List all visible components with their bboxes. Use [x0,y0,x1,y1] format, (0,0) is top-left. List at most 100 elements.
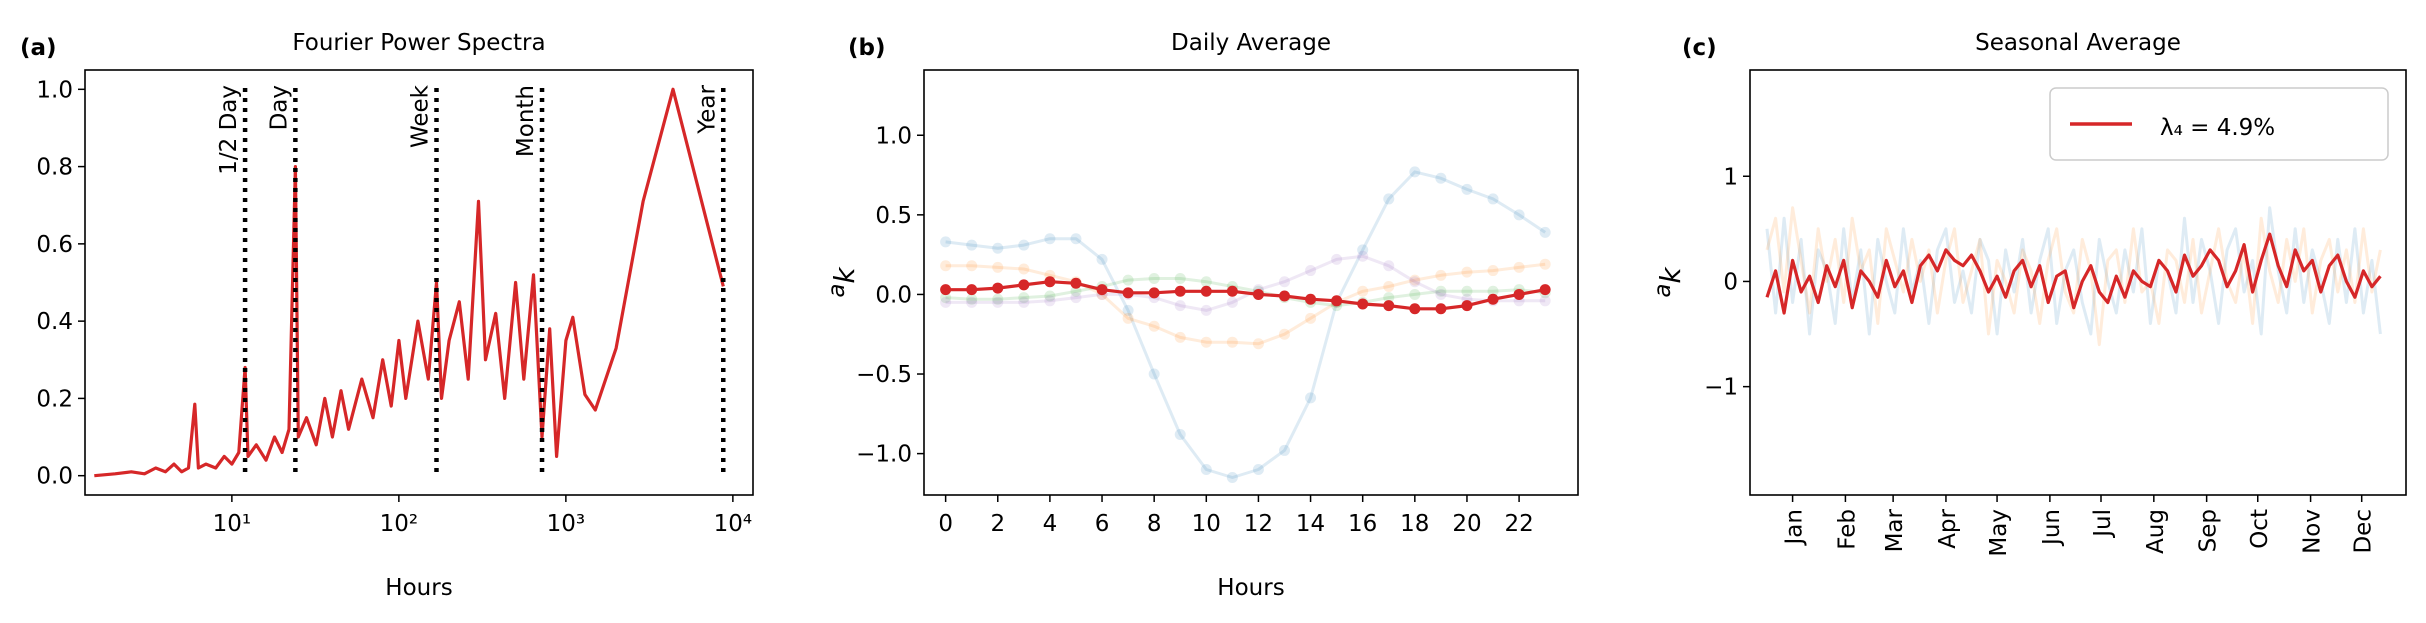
x-tick-label: Aug [2143,509,2169,554]
x-tick-label: 14 [1296,511,1325,537]
x-tick-label: 16 [1348,511,1377,537]
series-line [945,170,1547,479]
x-tick-label: Jun [2039,509,2065,547]
series-marker [1435,303,1447,315]
series-marker [1200,276,1212,288]
x-tick-label: 8 [1147,511,1162,537]
y-tick-label: 0.4 [36,309,73,335]
series-marker [992,282,1004,294]
series-marker [966,293,978,305]
series-marker [1435,288,1447,300]
series-marker [1070,285,1082,297]
x-tick-label: Sep [2196,509,2222,552]
panel-label: (b) [848,35,886,61]
series-marker [1305,265,1317,277]
y-axis-label-base: a [824,284,850,298]
x-tick-label: Jul [2090,509,2116,539]
reference-label: Day [266,85,292,130]
y-tick-label: 1.0 [36,77,73,103]
series-marker [1122,274,1134,286]
x-tick-label: 10² [380,511,419,537]
series-marker [1357,244,1369,256]
series-marker [1409,276,1421,288]
series-marker [1148,368,1160,380]
series-marker [1383,260,1395,272]
x-tick-label: Oct [2247,509,2273,549]
y-axis-label: ak [824,266,861,298]
series-marker [1305,312,1317,324]
x-tick-label: 10³ [547,511,586,537]
x-tick-label: 6 [1095,511,1110,537]
axes-frame [84,69,754,496]
series-marker [1409,303,1421,315]
reference-label: 1/2 Day [216,85,242,175]
x-tick-label: Feb [1834,509,1860,550]
series-marker [1018,239,1030,251]
series-marker [1018,263,1030,275]
reference-label: Year [694,84,720,134]
series-marker [1278,328,1290,340]
series-marker [940,296,952,308]
series-marker [1122,287,1134,299]
y-tick-label: −0.5 [856,362,912,388]
x-tick-label: 10⁴ [714,511,753,537]
x-tick-label: Jan [1782,509,1808,546]
y-tick-label: 1.0 [875,123,912,149]
series-marker [1226,471,1238,483]
panel-label: (c) [1682,35,1717,61]
series-marker [1487,265,1499,277]
plot-area [1765,206,2382,347]
series-marker [1513,288,1525,300]
series-marker [1148,273,1160,285]
series-marker [1357,285,1369,297]
series-marker [992,242,1004,254]
series-marker [1122,312,1134,324]
series-marker [1174,331,1186,343]
series-marker [940,260,952,272]
series-marker [1305,392,1317,404]
series-marker [1148,320,1160,332]
y-tick-label: 1 [1723,164,1738,190]
series-marker [1357,250,1369,262]
series-marker [1070,292,1082,304]
y-tick-label: 0.2 [36,386,73,412]
series-marker [1252,288,1264,300]
series-marker [966,296,978,308]
series-marker [1487,293,1499,305]
series-marker [1435,269,1447,281]
x-tick-label: Mar [1882,508,1908,552]
series-marker [1513,261,1525,273]
series-marker [1305,293,1317,305]
y-axis-label-sub: k [828,266,861,284]
series-marker [992,296,1004,308]
panel-title: Fourier Power Spectra [292,30,545,56]
series-marker [1331,253,1343,265]
series-marker [1226,336,1238,348]
panel-title: Daily Average [1171,30,1331,56]
series-marker [992,293,1004,305]
series-marker [1044,295,1056,307]
series-marker [1383,280,1395,292]
series-marker [1435,172,1447,184]
series-marker [1357,298,1369,310]
series-marker [966,239,978,251]
series-marker [1096,253,1108,265]
x-tick-label: 22 [1504,511,1533,537]
series-marker [1122,304,1134,316]
y-tick-label: −1 [1704,375,1738,401]
series-marker [1461,266,1473,278]
series-marker [1174,273,1186,285]
series-marker [1252,338,1264,350]
reference-label: Month [513,85,539,157]
series-marker [1174,285,1186,297]
y-tick-label: 0.5 [875,203,912,229]
y-tick-label: −1.0 [856,442,912,468]
x-tick-label: 20 [1452,511,1481,537]
y-axis-label: ak [1650,266,1687,298]
series-marker [940,284,952,296]
y-axis-label-sub: k [1654,266,1687,284]
x-tick-label: 0 [938,511,953,537]
series-line [945,254,1546,312]
series-marker [1200,285,1212,297]
series-marker [1044,233,1056,245]
